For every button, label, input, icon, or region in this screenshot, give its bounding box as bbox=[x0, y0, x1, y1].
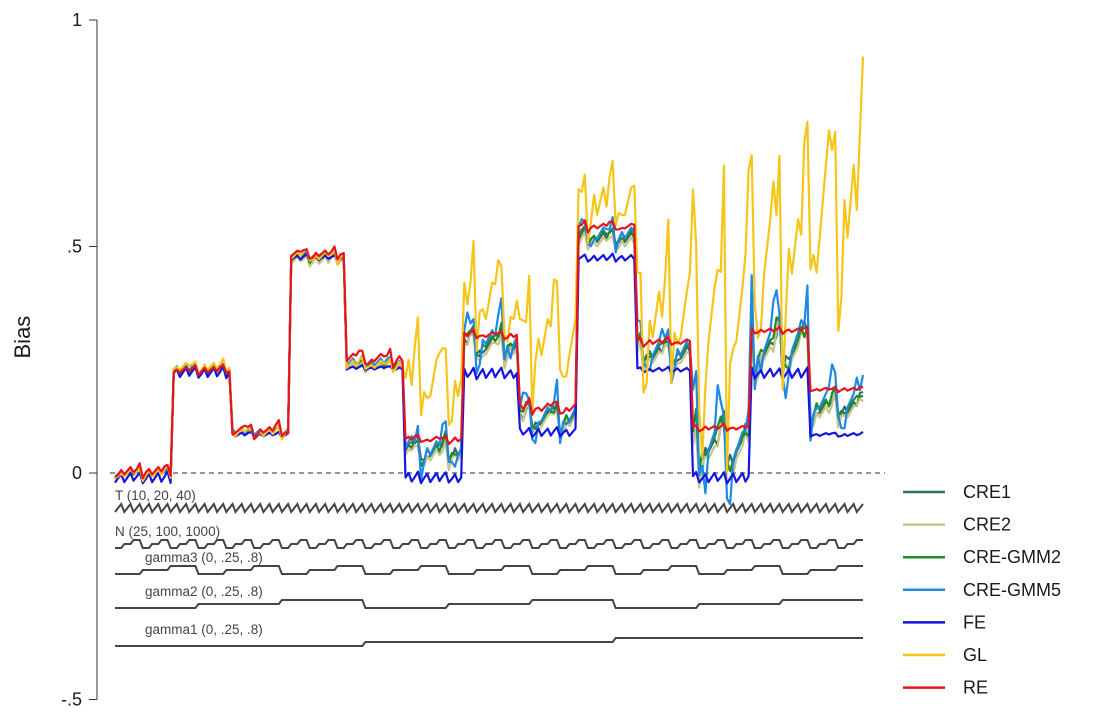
y-tick-label: 1 bbox=[72, 10, 82, 30]
indicator-line-gamma3 bbox=[115, 565, 863, 575]
y-tick-label: -.5 bbox=[61, 690, 82, 710]
indicator-label-t: T (10, 20, 40) bbox=[115, 488, 196, 503]
legend: CRE1 CRE2 CRE-GMM2 CRE-GMM5 FE GL RE bbox=[903, 482, 1061, 698]
indicator-label-gamma2: gamma2 (0, .25, .8) bbox=[145, 584, 263, 599]
series-lines bbox=[114, 56, 865, 506]
y-tick-label: .5 bbox=[67, 237, 82, 257]
y-tick-label: 0 bbox=[72, 463, 82, 483]
legend-label-gl: GL bbox=[963, 645, 987, 665]
legend-label-cre-gmm5: CRE-GMM5 bbox=[963, 580, 1061, 600]
indicator-line-gamma1 bbox=[115, 637, 863, 647]
series-line-gl bbox=[114, 56, 865, 483]
design-factor-indicators: T (10, 20, 40) N (25, 100, 1000) gamma3 (0… bbox=[114, 488, 864, 647]
indicator-label-gamma1: gamma1 (0, .25, .8) bbox=[145, 622, 263, 637]
indicator-line-t bbox=[114, 501, 864, 515]
legend-label-re: RE bbox=[963, 678, 988, 698]
y-axis-label: Bias bbox=[10, 316, 35, 359]
indicator-label-n: N (25, 100, 1000) bbox=[115, 524, 220, 539]
legend-label-fe: FE bbox=[963, 612, 986, 632]
legend-label-cre1: CRE1 bbox=[963, 482, 1011, 502]
y-axis: 1 .5 0 -.5 Bias bbox=[10, 10, 98, 710]
legend-label-cre2: CRE2 bbox=[963, 515, 1011, 535]
indicator-label-gamma3: gamma3 (0, .25, .8) bbox=[145, 550, 263, 565]
series-line-fe bbox=[114, 252, 864, 485]
series-line-re bbox=[114, 219, 864, 480]
legend-label-cre-gmm2: CRE-GMM2 bbox=[963, 547, 1061, 567]
indicator-line-n bbox=[115, 539, 863, 549]
indicator-line-gamma2 bbox=[115, 599, 863, 609]
